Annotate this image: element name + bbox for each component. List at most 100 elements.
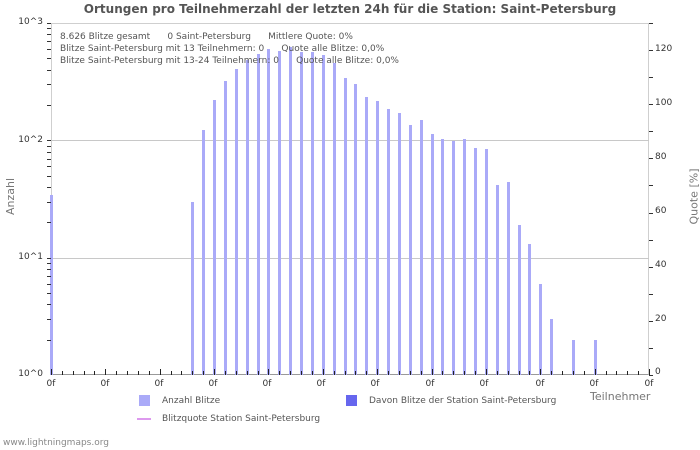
bar: [365, 96, 369, 375]
bar: [517, 225, 521, 375]
y-left-tick-mark: [47, 269, 51, 271]
bar: [376, 101, 380, 375]
x-tick: [72, 371, 74, 375]
x-tick: [214, 369, 216, 375]
x-tick: [127, 371, 129, 375]
x-tick: [268, 369, 270, 375]
chart-title: Ortungen pro Teilnehmerzahl der letzten …: [83, 2, 617, 16]
x-tick: [235, 371, 237, 375]
bar: [191, 201, 195, 375]
y-right-tick-mark: [649, 320, 653, 322]
info-line-total: 8.626 Blitze gesamt 0 Saint-Petersburg M…: [60, 32, 353, 42]
x-tick: [453, 371, 455, 375]
x-tick: [311, 371, 313, 375]
info-line-13: Blitze Saint-Petersburg mit 13 Teilnehme…: [60, 44, 385, 54]
y-right-tick: 120: [655, 44, 673, 54]
y-right-tick: 60: [655, 206, 667, 216]
x-tick: [105, 369, 107, 375]
y-left-tick: 10^0: [18, 369, 43, 379]
x-tick: [333, 371, 335, 375]
y-right-axis-title: Quote [%]: [687, 168, 700, 225]
x-tick: [83, 371, 85, 375]
y-left-tick: 10^1: [18, 252, 43, 262]
x-tick-label: 0f: [644, 379, 654, 389]
x-tick: [485, 369, 487, 375]
source-footer: www.lightningmaps.org: [3, 438, 109, 448]
bar: [408, 125, 412, 375]
x-tick: [279, 371, 281, 375]
bar: [430, 134, 434, 375]
bar: [50, 195, 53, 375]
x-tick: [377, 369, 379, 375]
x-tick: [355, 371, 357, 375]
bar: [256, 53, 260, 375]
x-tick-label: 0f: [370, 379, 380, 389]
x-tick: [583, 371, 585, 375]
x-tick: [507, 371, 509, 375]
x-tick: [551, 371, 553, 375]
bar: [419, 119, 423, 375]
y-left-tick-mark: [47, 23, 51, 25]
y-right-tick-mark: [649, 158, 653, 160]
x-tick-label: 0f: [589, 379, 599, 389]
x-tick-label: 0f: [100, 379, 110, 389]
y-right-tick-mark: [649, 347, 653, 349]
y-left-tick-mark: [47, 175, 51, 177]
bar: [506, 182, 510, 375]
x-tick: [366, 371, 368, 375]
x-tick: [638, 371, 640, 375]
y-left-tick-mark: [47, 339, 51, 341]
y-left-tick-mark: [47, 257, 51, 259]
y-right-tick-mark: [649, 239, 653, 241]
y-left-tick: 10^2: [18, 135, 43, 145]
bar: [300, 51, 304, 375]
gridline: [51, 257, 649, 259]
x-tick: [224, 371, 226, 375]
legend-line-quote: [137, 418, 151, 420]
bar: [452, 141, 456, 375]
x-tick: [475, 371, 477, 375]
bar: [332, 62, 336, 375]
x-tick-label: 0f: [479, 379, 489, 389]
y-left-tick-mark: [47, 158, 51, 160]
y-right-tick: 40: [655, 260, 667, 270]
x-tick: [420, 371, 422, 375]
x-tick: [181, 371, 183, 375]
y-left-tick-mark: [47, 41, 51, 43]
x-tick: [388, 371, 390, 375]
y-right-tick-mark: [649, 131, 653, 133]
y-right-tick: 80: [655, 152, 667, 162]
x-tick-label: 0f: [208, 379, 218, 389]
bar: [343, 78, 347, 375]
bar: [528, 244, 532, 375]
x-tick: [496, 371, 498, 375]
x-tick: [605, 371, 607, 375]
bar: [474, 148, 478, 375]
x-tick: [137, 371, 139, 375]
x-tick: [398, 371, 400, 375]
x-tick: [301, 371, 303, 375]
x-tick-label: 0f: [316, 379, 326, 389]
gridline: [51, 140, 649, 142]
x-tick: [116, 371, 118, 375]
legend-label-davon: Davon Blitze der Station Saint-Petersbur…: [369, 396, 557, 406]
y-left-tick-mark: [47, 293, 51, 294]
x-tick: [572, 371, 574, 375]
bar: [289, 47, 293, 375]
y-left-tick-mark: [47, 28, 51, 30]
x-tick-label: 0f: [154, 379, 164, 389]
y-left-tick-mark: [47, 201, 51, 203]
x-tick: [409, 371, 411, 375]
y-left-tick-mark: [47, 84, 51, 86]
x-tick: [61, 371, 63, 375]
x-tick-label: 0f: [46, 379, 56, 389]
y-right-tick-mark: [649, 77, 653, 79]
y-right-tick-mark: [649, 50, 653, 52]
x-tick: [192, 371, 194, 375]
x-tick: [594, 369, 596, 375]
x-tick: [203, 371, 205, 375]
legend-swatch-anzahl: [139, 395, 150, 406]
bar: [223, 81, 227, 375]
x-tick: [518, 371, 520, 375]
x-axis-title: Teilnehmer: [590, 390, 651, 403]
